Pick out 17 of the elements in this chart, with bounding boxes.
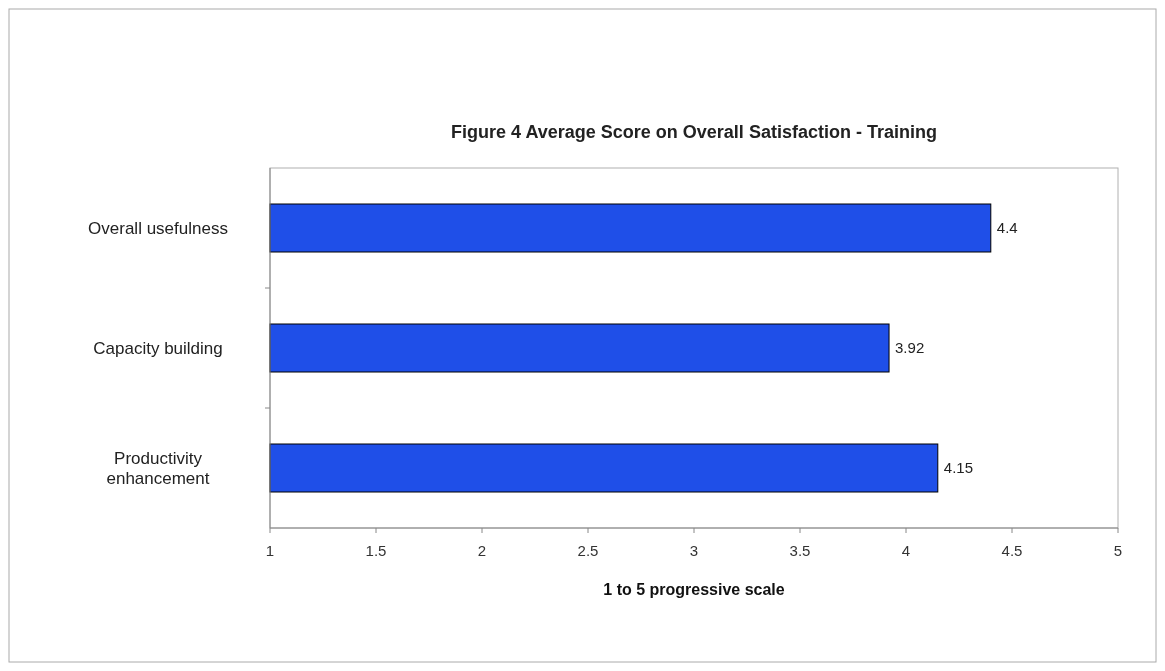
data-label: 4.15: [943, 459, 973, 477]
x-tick-label: 4: [901, 542, 911, 559]
data-label: 4.4: [996, 219, 1018, 237]
data-label: 3.92: [895, 339, 925, 357]
chart-title: Figure 4 Average Score on Overall Satisfaction - Training: [451, 122, 937, 142]
x-tick-label: 3: [689, 542, 699, 559]
y-tick-label: Productivity enhancement: [106, 448, 210, 489]
x-tick-label: 3.5: [789, 542, 811, 559]
x-tick-label: 1.5: [365, 542, 387, 559]
x-tick-label: 1: [265, 542, 275, 559]
x-tick-label: 5: [1113, 542, 1123, 559]
x-tick-label: 2.5: [577, 542, 599, 559]
y-tick-label: Capacity building: [93, 338, 223, 358]
x-tick-label: 4.5: [1001, 542, 1023, 559]
y-tick-label: Overall usefulness: [88, 218, 228, 238]
x-axis-title: 1 to 5 progressive scale: [603, 581, 785, 598]
x-tick-label: 2: [477, 542, 487, 559]
